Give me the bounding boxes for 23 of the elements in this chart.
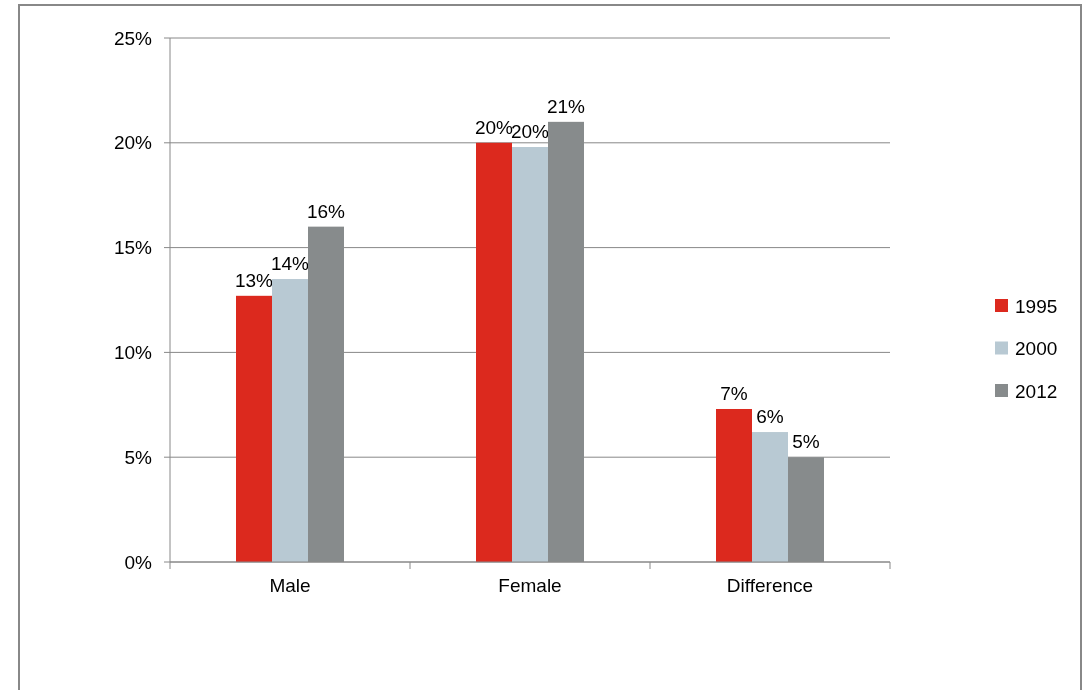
y-tick-label: 25% (113, 27, 153, 49)
legend-label: 2012 (1015, 380, 1058, 402)
bar (476, 142, 512, 562)
y-tick-label: 5% (124, 446, 153, 468)
y-tick-label: 0% (124, 551, 153, 573)
bar (236, 295, 272, 562)
bar (716, 408, 752, 562)
x-tick-label: Difference (726, 575, 814, 596)
data-label: 7% (720, 382, 748, 404)
bar (512, 146, 548, 562)
x-tick-label: Female (498, 575, 562, 596)
x-tick-label: Male (269, 575, 311, 596)
y-tick-label: 10% (113, 342, 153, 364)
legend-label: 1995 (1015, 295, 1058, 317)
data-label: 6% (756, 406, 784, 428)
bar (752, 432, 788, 562)
y-tick-label: 15% (113, 237, 153, 259)
bar (272, 279, 308, 562)
legend-label: 2000 (1015, 338, 1058, 360)
data-label: 16% (306, 200, 346, 222)
data-label: 5% (792, 431, 820, 453)
y-tick-label: 20% (113, 132, 153, 154)
data-label: 21% (546, 95, 586, 117)
